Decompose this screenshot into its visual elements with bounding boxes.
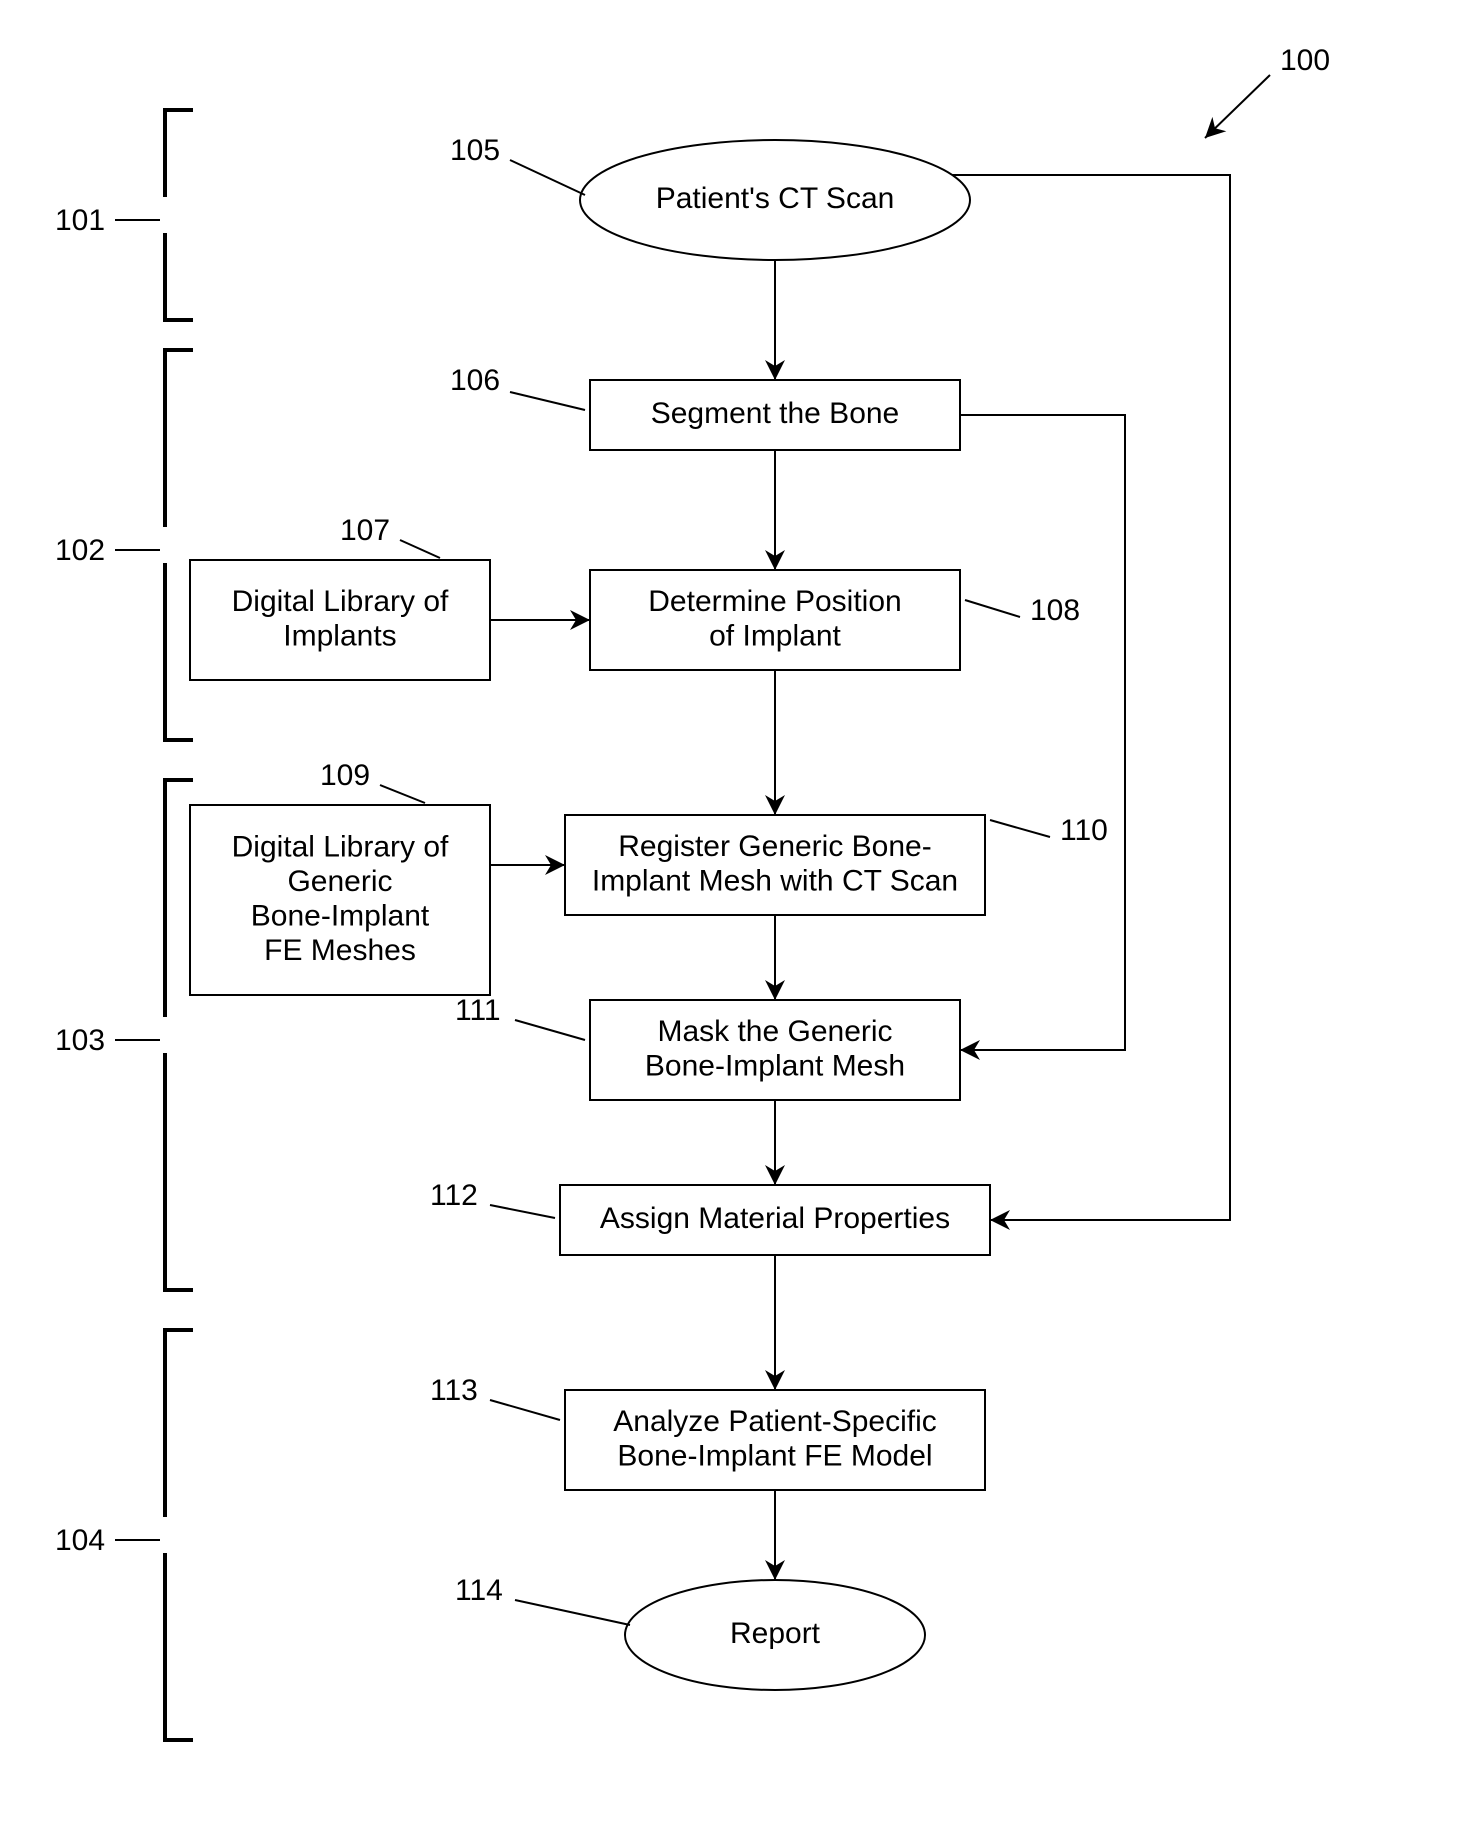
node-n108: Determine Positionof Implant (590, 570, 960, 670)
node-n113-label: Analyze Patient-SpecificBone-Implant FE … (613, 1405, 937, 1473)
ref-leader-r109 (380, 785, 425, 803)
ref-leader-r110 (990, 820, 1050, 837)
ref-label-r109: 109 (320, 759, 370, 792)
ref-leader-r111 (515, 1020, 585, 1040)
node-n110: Register Generic Bone-Implant Mesh with … (565, 815, 985, 915)
ref-label-r112: 112 (430, 1179, 478, 1212)
bracket-b101-bottom (165, 233, 193, 320)
ref-label-r101: 101 (55, 204, 105, 237)
ref-label-r107: 107 (340, 514, 390, 547)
ref-leader-r112 (490, 1205, 555, 1218)
bracket-b101-top (165, 110, 193, 197)
ref-leader-r113 (490, 1400, 560, 1420)
ref-label-r104: 104 (55, 1524, 105, 1557)
bracket-b103-top (165, 780, 193, 1017)
node-n113: Analyze Patient-SpecificBone-Implant FE … (565, 1390, 985, 1490)
ref-leader-r100 (1205, 75, 1270, 138)
ref-label-r113: 113 (430, 1374, 478, 1407)
ref-label-r100: 100 (1280, 44, 1330, 77)
bracket-b103-bottom (165, 1053, 193, 1290)
node-n111: Mask the GenericBone-Implant Mesh (590, 1000, 960, 1100)
node-n106-label: Segment the Bone (651, 397, 900, 430)
ref-label-r108: 108 (1030, 594, 1080, 627)
bracket-b104-bottom (165, 1553, 193, 1740)
flowchart: Patient's CT Scan Segment the Bone Digital… (0, 0, 1464, 1842)
ref-label-r110: 110 (1060, 814, 1108, 847)
ref-label-r106: 106 (450, 364, 500, 397)
bracket-b102-top (165, 350, 193, 527)
ref-leader-r108 (965, 600, 1020, 617)
node-n105: Patient's CT Scan (580, 140, 970, 260)
node-n114: Report (625, 1580, 925, 1690)
ref-leader-r114 (515, 1600, 630, 1625)
node-n109: Digital Library ofGenericBone-ImplantFE … (190, 805, 490, 995)
ref-label-r114: 114 (455, 1574, 503, 1607)
edge-e106_111 (960, 415, 1125, 1050)
node-n112: Assign Material Properties (560, 1185, 990, 1255)
ref-label-r105: 105 (450, 134, 500, 167)
node-n112-label: Assign Material Properties (600, 1202, 950, 1235)
ref-leader-r106 (510, 392, 585, 410)
node-n114-label: Report (730, 1617, 821, 1650)
node-n107: Digital Library ofImplants (190, 560, 490, 680)
node-n111-label: Mask the GenericBone-Implant Mesh (645, 1015, 905, 1083)
ref-label-r111: 111 (455, 994, 501, 1027)
ref-label-r103: 103 (55, 1024, 105, 1057)
ref-leader-r105 (510, 160, 585, 195)
ref-label-r102: 102 (55, 534, 105, 567)
bracket-b104-top (165, 1330, 193, 1517)
node-n106: Segment the Bone (590, 380, 960, 450)
node-n105-label: Patient's CT Scan (656, 182, 895, 215)
bracket-b102-bottom (165, 563, 193, 740)
edge-e105_112 (950, 175, 1230, 1220)
ref-leader-r107 (400, 540, 440, 558)
node-n110-label: Register Generic Bone-Implant Mesh with … (592, 830, 958, 898)
